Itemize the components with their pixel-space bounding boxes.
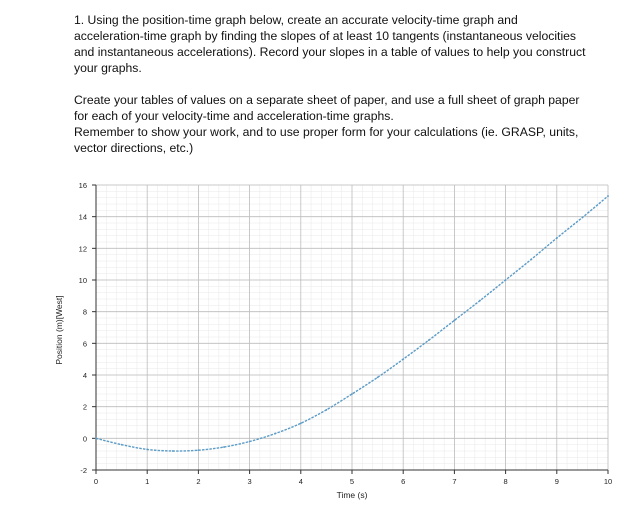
y-tick-label: 14 [79, 213, 87, 222]
data-point [274, 432, 277, 435]
x-tick-label: 8 [504, 477, 508, 486]
data-point [376, 376, 379, 379]
data-point [197, 449, 200, 452]
data-point [146, 448, 149, 451]
grid [95, 184, 609, 471]
data-point [171, 450, 174, 452]
y-tick-label: 6 [83, 339, 87, 348]
data-point [95, 437, 97, 440]
series-line [95, 195, 609, 452]
data-point [248, 440, 251, 443]
data-point [555, 237, 558, 239]
data-point [427, 339, 430, 342]
data-point [479, 299, 481, 302]
y-tick-label: 4 [83, 371, 87, 380]
data-point [402, 358, 405, 361]
x-tick-label: 6 [401, 477, 405, 486]
x-tick-label: 4 [299, 477, 303, 486]
data-point [325, 408, 328, 411]
x-tick-label: 9 [555, 477, 559, 486]
x-tick-label: 0 [94, 477, 98, 486]
y-tick-label: 0 [83, 434, 87, 443]
x-tick-label: 2 [196, 477, 200, 486]
instructions-line: Remember to show your work, and to use p… [74, 125, 579, 139]
instructions-text: Create your tables of values on a separa… [74, 92, 619, 156]
x-tick-label: 5 [350, 477, 354, 486]
y-tick-label: 8 [83, 308, 87, 317]
data-point [120, 443, 123, 446]
y-tick-label: 16 [79, 181, 87, 190]
y-tick-label: 2 [83, 403, 87, 412]
data-point [530, 258, 533, 261]
y-tick-label: 12 [79, 244, 87, 253]
question-line: 1. Using the position-time graph below, … [74, 13, 518, 27]
x-tick-label: 7 [452, 477, 456, 486]
instructions-line: Create your tables of values on a separa… [74, 93, 580, 107]
data-point [607, 195, 609, 197]
x-tick-label: 10 [604, 477, 612, 486]
data-point [504, 279, 507, 281]
y-tick-label: 10 [79, 276, 87, 285]
question-line: acceleration-time graph by finding the s… [74, 29, 577, 43]
x-tick-label: 1 [145, 477, 149, 486]
data-series [95, 195, 609, 452]
data-point [581, 216, 584, 219]
data-point [351, 393, 353, 395]
x-tick-label: 3 [248, 477, 252, 486]
question-text: 1. Using the position-time graph below, … [74, 12, 619, 76]
instructions-line: vector directions, etc.) [74, 141, 194, 155]
data-point [299, 422, 302, 425]
y-tick-label: -2 [80, 466, 87, 475]
question-line: your graphs. [74, 61, 142, 75]
data-point [453, 319, 456, 322]
axes [92, 184, 609, 474]
y-axis-title: Position (m)[West] [54, 295, 64, 364]
question-line: and instantaneous accelerations). Record… [74, 45, 586, 59]
x-axis-title: Time (s) [337, 490, 368, 500]
data-point [223, 446, 225, 448]
instructions-line: for each of your velocity-time and accel… [74, 109, 394, 123]
